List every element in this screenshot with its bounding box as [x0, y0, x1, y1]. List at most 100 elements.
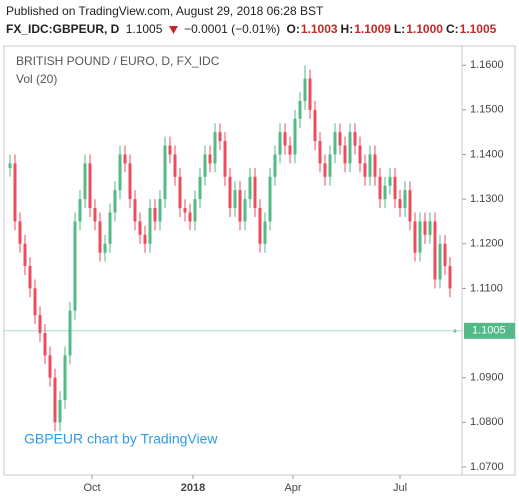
ohlc-label: O: [286, 22, 300, 36]
x-tick-label: Oct [83, 482, 100, 494]
candle-body [258, 208, 262, 244]
ohlc: O:1.1003 H:1.1009 L:1.1000 C:1.1005 [287, 22, 500, 36]
watermark: GBPEUR chart by TradingView [24, 431, 218, 447]
candle-body [68, 310, 72, 356]
candle-body [218, 132, 222, 142]
symbol: FX_IDC:GBPEUR, D [6, 22, 120, 36]
candle-body [123, 154, 127, 164]
candle-body [388, 176, 392, 186]
candle-body [203, 154, 207, 177]
candle-body [403, 190, 407, 209]
candle-body [353, 132, 357, 146]
candle-body [103, 243, 107, 253]
ohlc-value: 1.1009 [354, 22, 391, 36]
candle-body [78, 199, 82, 222]
candle-body [348, 132, 352, 164]
candle-body [438, 243, 442, 280]
ohlc-value: 1.1000 [406, 22, 443, 36]
down-arrow [168, 25, 178, 34]
candle-body [183, 208, 187, 213]
candle-body [418, 221, 422, 253]
candle-body [18, 221, 22, 244]
candle-body [313, 109, 317, 142]
candle-body [363, 163, 367, 177]
candle-body [23, 243, 27, 267]
y-tick-label: 1.1400 [470, 148, 504, 160]
candle-body [333, 132, 337, 155]
ohlc-label: C: [445, 22, 459, 36]
chart-subtitle: Vol (20) [16, 72, 57, 86]
candle-body [278, 132, 282, 155]
candle-body [168, 145, 172, 155]
symbol-line: FX_IDC:GBPEUR, D 1.1005 −0.0001 (−0.01%)… [6, 22, 502, 36]
y-tick-label: 1.1100 [470, 282, 503, 294]
candle-body [238, 190, 242, 222]
candle-body [378, 176, 382, 200]
candle-body [323, 163, 327, 177]
ohlc-label: L: [393, 22, 406, 36]
candle-body [448, 266, 452, 289]
candle-body [358, 145, 362, 164]
y-tick-label: 1.0900 [470, 372, 504, 384]
candle-body [383, 185, 387, 200]
y-tick-label: 1.1300 [470, 193, 504, 205]
y-tick-label: 1.1200 [470, 238, 504, 250]
candle-body [128, 163, 132, 200]
candle-body [228, 176, 232, 209]
candle-body [108, 212, 112, 244]
candle-body [198, 176, 202, 200]
candle-body [98, 221, 102, 253]
x-tick-label: Apr [284, 482, 301, 494]
candle-body [43, 333, 47, 356]
candle-body [223, 141, 227, 177]
candle-body [163, 145, 167, 200]
change: −0.0001 (−0.01%) [184, 22, 281, 36]
candle-body [58, 400, 62, 423]
candle-body [408, 190, 412, 222]
candle-body [118, 154, 122, 191]
candle-body [83, 163, 87, 200]
candle-body [368, 154, 372, 177]
candle-body [423, 221, 427, 235]
candle-body [8, 163, 12, 168]
candle-body [133, 199, 137, 222]
candle-body [268, 176, 272, 222]
candle-body [13, 163, 17, 222]
candle-body [428, 221, 432, 235]
candle-body [53, 377, 57, 423]
candle-body [158, 199, 162, 222]
candle-body [453, 330, 457, 332]
ohlc-value: 1.1003 [300, 22, 338, 36]
candle-body [283, 132, 287, 146]
candle-body [143, 234, 147, 244]
chart-frame [3, 45, 516, 476]
candle-body [48, 355, 52, 378]
chart-title: BRITISH POUND / EURO, D, FX_IDC [16, 54, 220, 68]
candle-body [263, 221, 267, 244]
candle-body [38, 315, 42, 334]
candle-body [243, 199, 247, 222]
y-tick-label: 1.1500 [470, 104, 504, 116]
candle-body [298, 100, 302, 119]
candle-body [88, 163, 92, 209]
x-tick-label: 2018 [181, 482, 205, 494]
ohlc-label: H: [340, 22, 354, 36]
candle-body [113, 190, 117, 213]
candle-body [273, 154, 277, 177]
candle-body [433, 221, 437, 280]
candle-body [153, 208, 157, 222]
price-label: 1.1005 [472, 325, 506, 337]
candle-body [28, 266, 32, 289]
ohlc-value: 1.1005 [459, 22, 497, 36]
candle-body [308, 78, 312, 110]
y-tick-label: 1.1600 [470, 59, 504, 71]
published-line: Published on TradingView.com, August 29,… [6, 4, 324, 18]
candle-body [93, 208, 97, 222]
candle-body [33, 288, 37, 316]
candle-body [253, 176, 257, 209]
price-label-box [464, 322, 515, 339]
last-price: 1.1005 [125, 22, 163, 36]
candle-body [288, 145, 292, 155]
candle-body [338, 132, 342, 146]
